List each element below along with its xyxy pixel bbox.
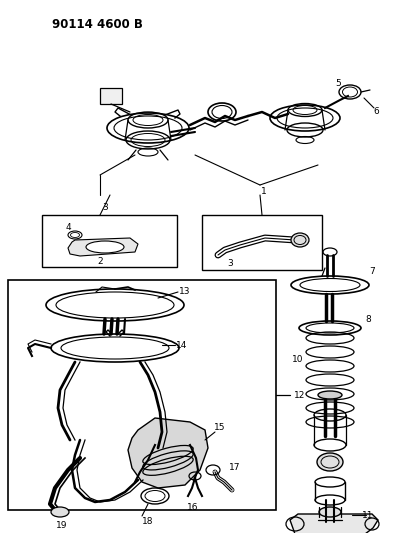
Text: 4: 4 (65, 223, 71, 232)
Text: 17: 17 (229, 464, 241, 472)
Polygon shape (290, 514, 378, 533)
Polygon shape (128, 418, 208, 488)
Text: 8: 8 (365, 316, 371, 325)
Text: 18: 18 (142, 518, 154, 527)
Polygon shape (68, 238, 138, 256)
Text: 2: 2 (97, 257, 103, 266)
Text: 14: 14 (176, 341, 188, 350)
Text: 1: 1 (261, 188, 267, 197)
Text: 19: 19 (56, 521, 68, 530)
Ellipse shape (291, 233, 309, 247)
Text: 12: 12 (294, 391, 306, 400)
Bar (100, 88, 122, 104)
Text: 90114 4600 B: 90114 4600 B (52, 18, 143, 31)
Text: 15: 15 (214, 424, 226, 432)
Text: 3: 3 (227, 260, 233, 269)
Bar (8, 280, 276, 510)
Text: 11: 11 (362, 511, 374, 520)
Ellipse shape (86, 241, 124, 253)
Bar (42, 215, 177, 267)
Text: 7: 7 (369, 268, 375, 277)
Text: 3: 3 (102, 204, 108, 213)
Text: 5: 5 (335, 79, 341, 88)
Ellipse shape (51, 507, 69, 517)
Text: 16: 16 (187, 504, 199, 513)
Ellipse shape (319, 507, 341, 517)
Bar (202, 215, 322, 270)
Text: 13: 13 (179, 287, 191, 296)
Text: 6: 6 (373, 108, 379, 117)
Ellipse shape (317, 453, 343, 471)
Text: 10: 10 (292, 356, 304, 365)
Ellipse shape (318, 391, 342, 399)
